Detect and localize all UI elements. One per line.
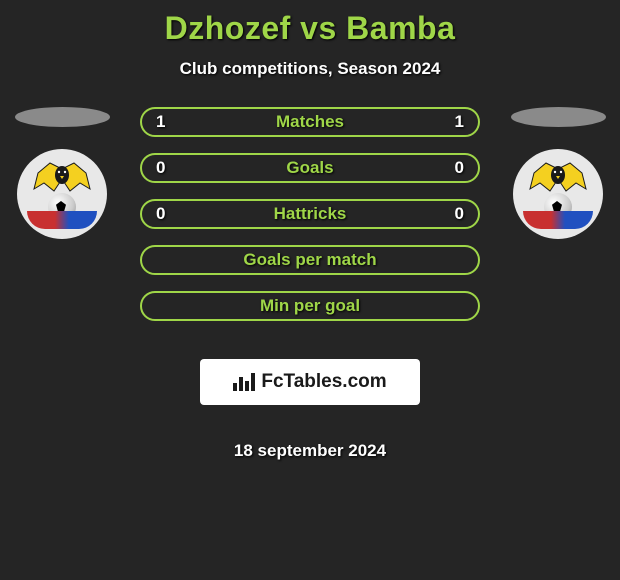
stat-left-value: 0 — [156, 204, 176, 224]
crest-banner — [523, 211, 593, 229]
date-label: 18 september 2024 — [234, 441, 386, 461]
brand-label: FcTables.com — [261, 371, 386, 393]
stat-left-value: 1 — [156, 112, 176, 132]
stat-row-min-per-goal: Min per goal — [140, 291, 480, 321]
stat-row-hattricks: 0 Hattricks 0 — [140, 199, 480, 229]
stat-left-value: 0 — [156, 158, 176, 178]
stat-label: Goals — [286, 158, 333, 178]
comparison-area: 1 Matches 1 0 Goals 0 0 Hattricks 0 Goal… — [0, 107, 620, 461]
player-right-placeholder — [511, 107, 606, 127]
page-subtitle: Club competitions, Season 2024 — [180, 59, 441, 79]
stats-column: 1 Matches 1 0 Goals 0 0 Hattricks 0 Goal… — [130, 107, 490, 461]
club-crest-right — [513, 149, 603, 239]
stat-row-matches: 1 Matches 1 — [140, 107, 480, 137]
stat-label: Goals per match — [243, 250, 376, 270]
stat-label: Hattricks — [274, 204, 347, 224]
stat-label: Matches — [276, 112, 344, 132]
brand-badge[interactable]: FcTables.com — [200, 359, 420, 405]
club-crest-left — [17, 149, 107, 239]
stat-label: Min per goal — [260, 296, 360, 316]
crest-banner — [27, 211, 97, 229]
player-left-placeholder — [15, 107, 110, 127]
stat-row-goals: 0 Goals 0 — [140, 153, 480, 183]
crest-graphic — [27, 159, 97, 229]
player-left-column — [12, 107, 112, 239]
stat-right-value: 1 — [444, 112, 464, 132]
stat-right-value: 0 — [444, 158, 464, 178]
bar-chart-icon — [233, 373, 255, 391]
page-title: Dzhozef vs Bamba — [165, 10, 456, 47]
stat-right-value: 0 — [444, 204, 464, 224]
player-right-column — [508, 107, 608, 239]
main-container: Dzhozef vs Bamba Club competitions, Seas… — [0, 0, 620, 461]
crest-graphic — [523, 159, 593, 229]
stat-row-goals-per-match: Goals per match — [140, 245, 480, 275]
